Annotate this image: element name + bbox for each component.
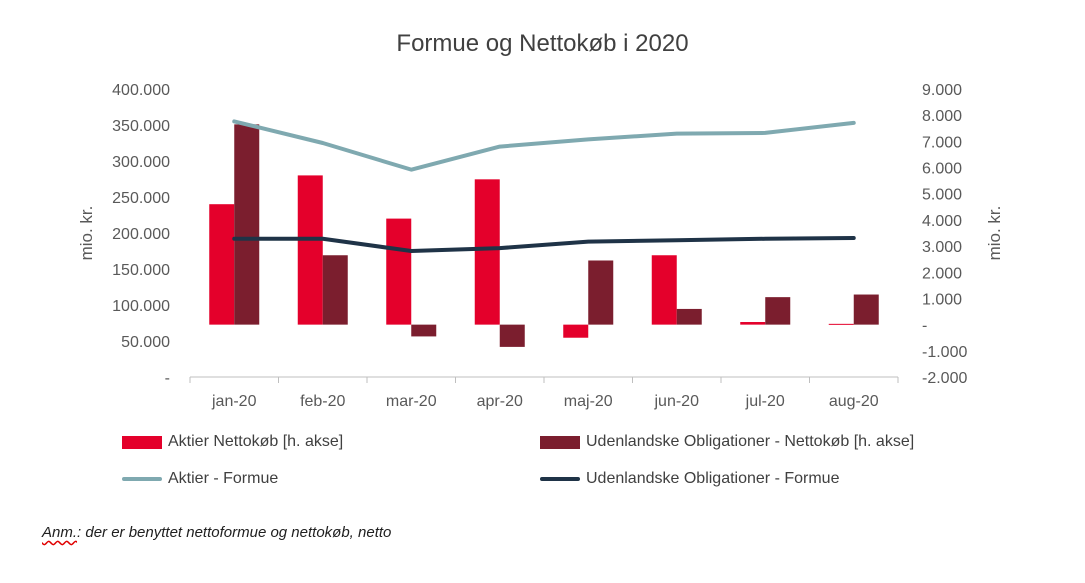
bar-aktier-nettokob-0 (209, 204, 235, 325)
bar-obligationer-nettokob-0 (234, 124, 260, 325)
legend-label: Aktier Nettokøb [h. akse] (168, 433, 344, 450)
y-left-tick-label: 250.000 (112, 190, 170, 207)
bar-aktier-nettokob-1 (297, 175, 323, 325)
bar-obligationer-nettokob-3 (499, 324, 525, 347)
x-tick-label: mar-20 (386, 393, 437, 410)
line-aktier-formue (232, 119, 856, 172)
bar-obligationer-nettokob-6 (765, 297, 791, 325)
footnote-text: : der er benyttet nettoformue og nettokø… (77, 524, 392, 541)
y-left-tick-label: 50.000 (121, 334, 170, 351)
bar-aktier-nettokob-5 (651, 255, 677, 325)
legend-label: Aktier - Formue (168, 470, 279, 487)
y-right-tick-label: -1.000 (922, 344, 967, 361)
line-obligationer-formue (232, 236, 856, 253)
y-left-axis-title: mio. kr. (77, 206, 96, 261)
y-right-tick-label: 9.000 (922, 82, 962, 99)
bar-obligationer-nettokob-4 (588, 260, 614, 325)
lines-layer (232, 119, 856, 253)
footnote: Anm.: der er benyttet nettoformue og net… (42, 524, 391, 541)
bar-obligationer-nettokob-5 (676, 308, 702, 325)
y-right-tick-label: - (922, 318, 927, 335)
x-tick-label: maj-20 (564, 393, 613, 410)
y-right-tick-label: 1.000 (922, 291, 962, 308)
y-right-tick-label: 4.000 (922, 213, 962, 230)
legend-item: Udenlandske Obligationer - Nettokøb [h. … (540, 433, 914, 451)
y-right-tick-label: 7.000 (922, 134, 962, 151)
legend-swatch (540, 435, 580, 449)
x-tick-label: feb-20 (300, 393, 345, 410)
bar-aktier-nettokob-6 (740, 322, 766, 325)
bar-obligationer-nettokob-2 (411, 324, 437, 337)
x-tick-label: aug-20 (829, 393, 879, 410)
y-right-tick-label: 8.000 (922, 108, 962, 125)
footnote-prefix: Anm. (42, 524, 78, 541)
legend-swatch (540, 477, 580, 481)
x-tick-label: apr-20 (477, 393, 523, 410)
y-left-tick-label: 300.000 (112, 154, 170, 171)
legend-item: Aktier Nettokøb [h. akse] (122, 433, 343, 451)
x-tick-label: jan-20 (211, 393, 257, 410)
y-left-tick-label: 200.000 (112, 226, 170, 243)
y-left-tick-label: 150.000 (112, 262, 170, 279)
x-tick-label: jun-20 (654, 393, 700, 410)
legend-swatch (122, 435, 162, 449)
legend-label: Udenlandske Obligationer - Formue (586, 470, 840, 487)
legend-swatch (122, 477, 162, 481)
bar-aktier-nettokob-4 (563, 324, 589, 338)
chart-canvas: jan-20 feb-20 mar-20 apr-20 maj-20 jun-20 jul-… (77, 82, 1004, 410)
y-left-tick-label: 100.000 (112, 298, 170, 315)
bar-obligationer-nettokob-1 (322, 255, 348, 325)
bar-aktier-nettokob-7 (828, 323, 854, 325)
bar-aktier-nettokob-2 (386, 218, 412, 325)
chart-title: Formue og Nettokøb i 2020 (396, 30, 689, 57)
y-right-axis-title: mio. kr. (985, 206, 1004, 261)
bar-obligationer-nettokob-7 (853, 294, 879, 325)
legend-item: Aktier - Formue (122, 470, 278, 488)
y-right-tick-label: 6.000 (922, 161, 962, 178)
axes-layer: jan-20 feb-20 mar-20 apr-20 maj-20 jun-20 jul-… (77, 82, 1004, 410)
y-left-tick-label: - (165, 370, 170, 387)
y-left-tick-label: 400.000 (112, 82, 170, 99)
y-left-tick-label: 350.000 (112, 118, 170, 135)
bars-layer (209, 124, 879, 347)
legend-item: Udenlandske Obligationer - Formue (540, 470, 839, 488)
y-right-tick-label: -2.000 (922, 370, 967, 387)
y-right-tick-label: 2.000 (922, 265, 962, 282)
y-right-tick-label: 5.000 (922, 187, 962, 204)
y-right-tick-label: 3.000 (922, 239, 962, 256)
legend-label: Udenlandske Obligationer - Nettokøb [h. … (586, 433, 915, 450)
bar-aktier-nettokob-3 (474, 179, 500, 325)
x-tick-label: jul-20 (745, 393, 785, 410)
